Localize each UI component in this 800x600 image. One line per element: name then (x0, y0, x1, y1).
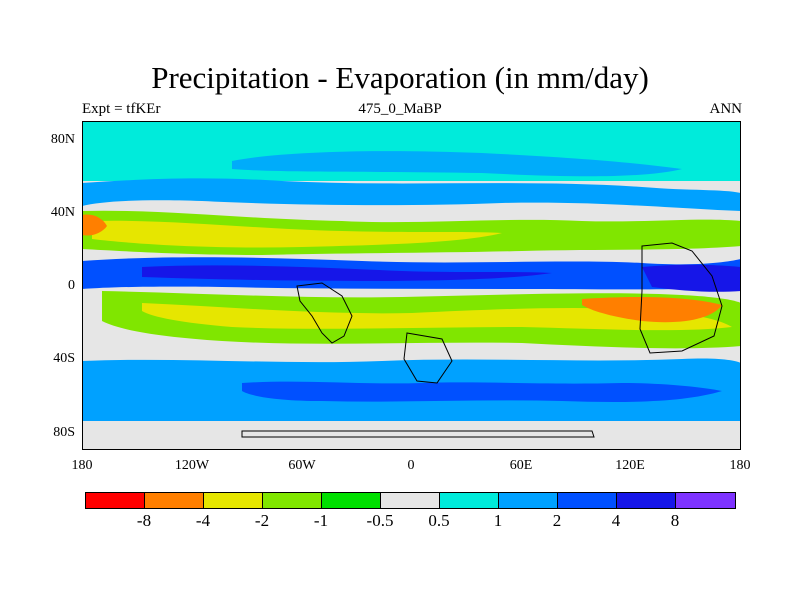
colorbar-box-9 (616, 492, 677, 509)
itcz-wet-core (142, 265, 552, 281)
lon-label-60e: 60E (509, 458, 533, 473)
colorbar-label-3: -1 (313, 511, 329, 530)
southern-subtropic-dry-core (142, 303, 732, 331)
map-frame (82, 121, 741, 450)
lat-label-80n: 80N (50, 132, 75, 147)
colorbar-box-8 (557, 492, 618, 509)
sahara-dry-patch (82, 214, 107, 236)
southern-ocean-wet-core (242, 381, 722, 402)
lat-label-40s: 40S (53, 351, 75, 366)
lat-label-40n: 40N (50, 205, 75, 220)
colorbar-box-2 (203, 492, 264, 509)
lat-label-80s: 80S (53, 425, 75, 440)
colorbar-label-5: 0.5 (428, 511, 450, 530)
lon-label-120e: 120E (615, 458, 645, 473)
colorbar-box-7 (498, 492, 559, 509)
north-atlantic-wet-band (82, 178, 741, 211)
lon-label-180e: 180 (729, 458, 751, 473)
colorbar-label-6: 1 (493, 511, 503, 530)
antarctic-band (82, 421, 741, 450)
colorbar-label-1: -4 (195, 511, 211, 530)
antarctica-outline (241, 430, 595, 438)
lat-label-eq: 0 (68, 278, 75, 293)
africa-outline (403, 332, 453, 384)
pme-map (82, 121, 741, 450)
colorbar-box-6 (439, 492, 500, 509)
west-pacific-wet-core (642, 264, 741, 292)
colorbar-box-0 (85, 492, 146, 509)
colorbar-box-5 (380, 492, 441, 509)
colorbar-box-4 (321, 492, 382, 509)
map-field (82, 121, 741, 450)
colorbar-label-7: 2 (552, 511, 562, 530)
northern-subtropic-dry-core (92, 220, 502, 248)
north-pacific-wet-patch (232, 151, 682, 177)
australia-outline (639, 242, 723, 354)
lon-label-180w: 180 (71, 458, 93, 473)
colorbar-label-4: -0.5 (366, 511, 394, 530)
colorbar (85, 492, 740, 509)
map-title: Precipitation - Evaporation (in mm/day) (151, 60, 649, 95)
south-america-outline (296, 282, 353, 344)
colorbar-label-9: 8 (670, 511, 680, 530)
experiment-label: Expt = tfKEr (82, 101, 161, 117)
colorbar-label-0: -8 (136, 511, 152, 530)
lon-label-60w: 60W (288, 458, 316, 473)
colorbar-box-10 (675, 492, 736, 509)
lon-label-120w: 120W (174, 458, 210, 473)
colorbar-box-1 (144, 492, 205, 509)
colorbar-label-2: -2 (254, 511, 270, 530)
colorbar-box-3 (262, 492, 323, 509)
south-indian-dry-core (582, 297, 722, 323)
colorbar-label-8: 4 (611, 511, 621, 530)
lon-label-0: 0 (407, 458, 415, 473)
season-label: ANN (709, 101, 743, 117)
time-label: 475_0_MaBP (358, 101, 442, 117)
